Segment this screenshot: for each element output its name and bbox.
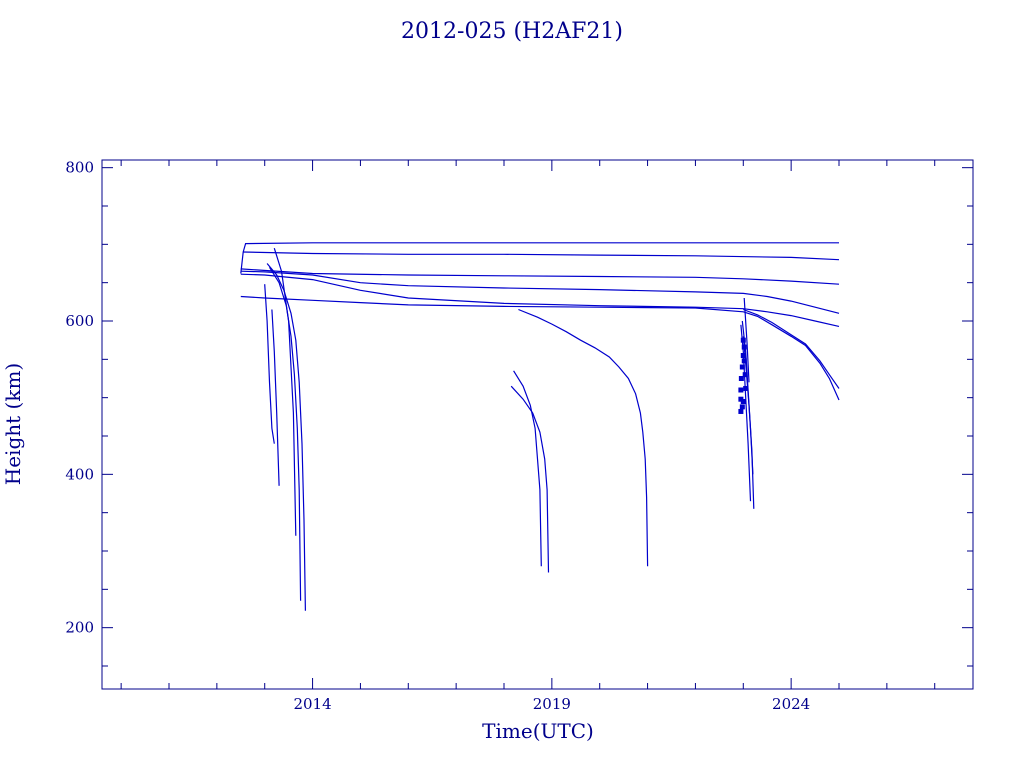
series-line-14 [268,266,302,601]
series-line-5 [240,273,840,327]
axis-ticks [102,160,973,689]
data-marker [738,387,744,393]
series-line-16 [740,324,752,502]
series-line-10 [510,385,550,573]
y-tick-label: 800 [65,159,94,177]
data-marker [741,344,747,350]
x-tick-label: 2014 [293,695,331,713]
marker-layer [738,337,749,414]
data-marker [740,353,746,358]
series-line-9 [513,370,542,567]
data-marker [740,337,746,343]
data-marker [740,399,746,404]
plot-frame [101,159,974,690]
y-axis-label: Height (km) [1,363,25,485]
data-marker [738,376,744,381]
y-tick-label: 200 [65,619,94,637]
series-line-15 [273,248,297,536]
series-line-2 [243,251,840,261]
series-line-11 [264,284,275,444]
chart-title: 2012-025 (H2AF21) [401,19,623,44]
y-tick-label: 400 [65,465,94,483]
axis-tick-labels: 2014 2019 2024 200 400 600 800 [65,159,810,713]
series-line-1 [240,242,839,274]
series-line-3 [240,268,840,285]
series-layer [240,242,840,611]
data-marker [743,385,749,391]
series-line-6 [240,295,840,401]
data-marker [742,372,748,378]
data-marker [738,408,744,414]
y-tick-label: 600 [65,312,94,330]
series-line-13 [266,263,306,611]
x-tick-label: 2019 [533,695,571,713]
data-marker [739,404,745,410]
x-tick-label: 2024 [772,695,810,713]
series-line-4 [240,270,840,314]
series-line-19 [743,297,750,383]
series-line-8 [518,308,649,567]
data-marker [739,364,745,370]
series-line-12 [271,309,280,486]
x-axis-label: Time(UTC) [482,719,594,743]
data-marker [741,358,747,364]
series-line-7 [743,308,840,389]
